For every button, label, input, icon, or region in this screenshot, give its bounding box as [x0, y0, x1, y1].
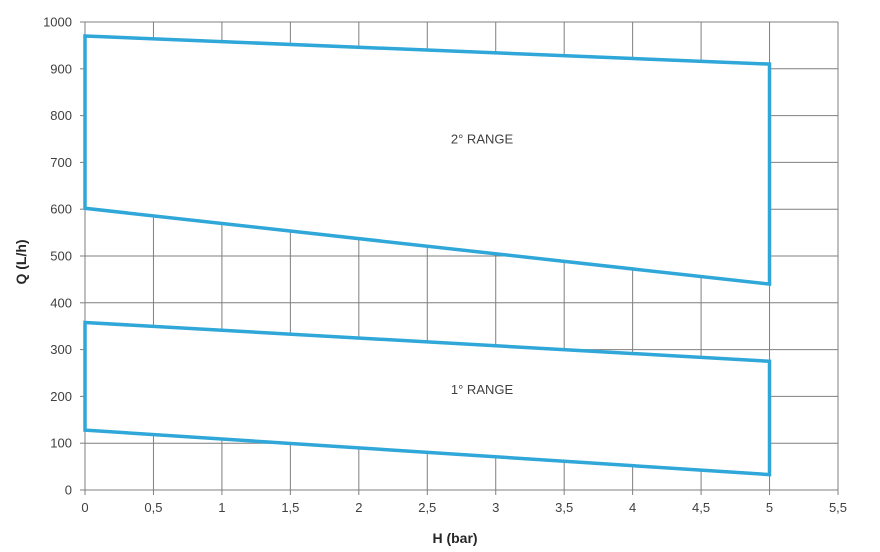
y-tick-label: 300 [50, 342, 72, 357]
range-region-2 [83, 320, 772, 477]
range-label-2: 1° RANGE [451, 382, 514, 397]
y-tick-label: 200 [50, 389, 72, 404]
x-tick-label: 0 [81, 500, 88, 515]
y-tick-label: 0 [65, 483, 72, 498]
x-tick-label: 2 [355, 500, 362, 515]
x-tick-label: 5,5 [829, 500, 847, 515]
x-tick-label: 3 [492, 500, 499, 515]
range-label-1: 2° RANGE [451, 132, 514, 147]
range-region-1 [83, 34, 772, 287]
x-tick-label: 1,5 [281, 500, 299, 515]
x-tick-label: 4 [629, 500, 636, 515]
y-tick-label: 100 [50, 436, 72, 451]
y-tick-label: 500 [50, 249, 72, 264]
y-tick-label: 1000 [43, 15, 72, 30]
x-tick-label: 2,5 [418, 500, 436, 515]
x-tick-label: 0,5 [144, 500, 162, 515]
y-tick-label: 800 [50, 108, 72, 123]
x-tick-label: 4,5 [692, 500, 710, 515]
tick-labels: 0 0,5 1 1,5 2 2,5 3 3,5 4 4,5 5 5,5 0 100 200 300 400 500… [43, 15, 847, 516]
x-tick-label: 3,5 [555, 500, 573, 515]
x-tick-label: 1 [218, 500, 225, 515]
x-axis-title: H (bar) [432, 530, 477, 546]
y-tick-label: 600 [50, 202, 72, 217]
y-tick-label: 900 [50, 61, 72, 76]
y-axis-title: Q (L/h) [13, 239, 29, 284]
y-tick-label: 400 [50, 295, 72, 310]
x-tick-label: 5 [766, 500, 773, 515]
y-tick-label: 700 [50, 155, 72, 170]
series-layer: 2° RANGE 1° RANGE [83, 34, 772, 477]
